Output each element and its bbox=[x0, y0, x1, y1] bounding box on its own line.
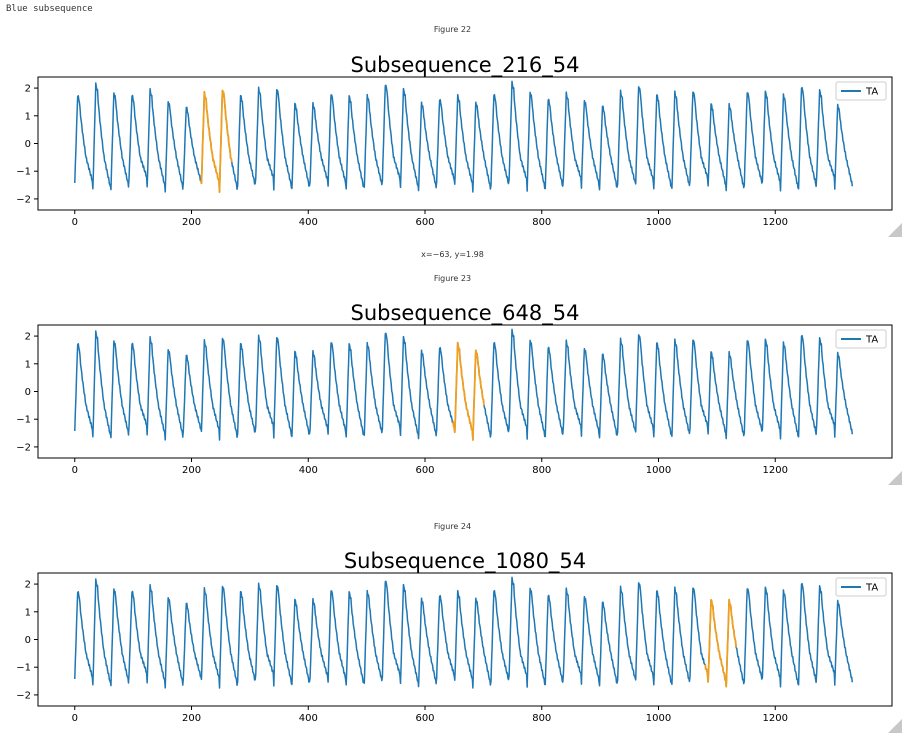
y-tick-label: −1 bbox=[16, 663, 31, 674]
figure-label: Figure 22 bbox=[433, 25, 472, 34]
x-tick-label: 0 bbox=[72, 713, 78, 724]
x-tick-label: 1000 bbox=[646, 465, 671, 476]
output-text: Blue subsequence bbox=[6, 4, 93, 14]
y-tick-label: 2 bbox=[25, 84, 31, 95]
x-tick-label: 200 bbox=[182, 713, 201, 724]
series-line-ta bbox=[74, 80, 854, 193]
y-tick-label: −1 bbox=[16, 167, 31, 178]
x-tick-label: 200 bbox=[182, 217, 201, 228]
x-tick-label: 800 bbox=[532, 713, 551, 724]
legend-label: TA bbox=[865, 583, 878, 594]
x-tick-label: 1000 bbox=[646, 217, 671, 228]
y-tick-label: 1 bbox=[25, 359, 31, 370]
x-tick-label: 200 bbox=[182, 465, 201, 476]
x-tick-label: 800 bbox=[532, 217, 551, 228]
y-tick-label: 0 bbox=[25, 139, 31, 150]
figure-label: Figure 24 bbox=[433, 522, 472, 531]
resize-handle-icon[interactable] bbox=[888, 223, 902, 237]
figure-22[interactable]: Subsequence_216_54 0 200 400 600 800 1000 1200 −… bbox=[0, 45, 905, 237]
y-tick-label: 2 bbox=[25, 580, 31, 591]
y-tick-label: 0 bbox=[25, 387, 31, 398]
legend-label: TA bbox=[865, 335, 878, 346]
coordinate-readout: x=−63, y=1.98 bbox=[421, 250, 484, 259]
y-tick-label: −2 bbox=[16, 442, 31, 453]
y-tick-label: −2 bbox=[16, 690, 31, 701]
x-tick-label: 1200 bbox=[763, 217, 788, 228]
figure-23[interactable]: Subsequence_648_54 0 200 400 600 800 1000 1200 −… bbox=[0, 293, 905, 485]
x-tick-label: 1000 bbox=[646, 713, 671, 724]
resize-handle-icon[interactable] bbox=[888, 719, 902, 733]
highlighted-subsequence bbox=[452, 341, 485, 441]
x-tick-label: 600 bbox=[415, 465, 434, 476]
x-tick-label: 400 bbox=[299, 713, 318, 724]
y-tick-label: −1 bbox=[16, 415, 31, 426]
x-tick-label: 1200 bbox=[763, 713, 788, 724]
y-tick-label: −2 bbox=[16, 194, 31, 205]
y-tick-label: 2 bbox=[25, 332, 31, 343]
x-tick-label: 600 bbox=[415, 713, 434, 724]
chart-title: Subsequence_648_54 bbox=[351, 301, 580, 326]
y-tick-label: 0 bbox=[25, 635, 31, 646]
figure-label: Figure 23 bbox=[433, 274, 472, 283]
resize-handle-icon[interactable] bbox=[888, 471, 902, 485]
chart-title: Subsequence_216_54 bbox=[351, 53, 580, 78]
x-tick-label: 1200 bbox=[763, 465, 788, 476]
x-tick-label: 0 bbox=[72, 465, 78, 476]
x-tick-label: 400 bbox=[299, 217, 318, 228]
y-tick-label: 1 bbox=[25, 607, 31, 618]
x-tick-label: 800 bbox=[532, 465, 551, 476]
highlighted-subsequence bbox=[704, 598, 738, 688]
chart-title: Subsequence_1080_54 bbox=[344, 549, 586, 574]
legend-label: TA bbox=[865, 87, 878, 98]
x-tick-label: 600 bbox=[415, 217, 434, 228]
series-line-ta bbox=[74, 576, 854, 689]
figure-24[interactable]: Subsequence_1080_54 0 200 400 600 800 1000 1200… bbox=[0, 541, 905, 733]
chart-svg[interactable]: Subsequence_648_54 0 200 400 600 800 1000 1200 −… bbox=[0, 293, 905, 488]
x-tick-label: 0 bbox=[72, 217, 78, 228]
highlighted-subsequence bbox=[199, 89, 233, 193]
y-tick-label: 1 bbox=[25, 111, 31, 122]
chart-svg[interactable]: Subsequence_216_54 0 200 400 600 800 1000 1200 −… bbox=[0, 45, 905, 240]
x-tick-label: 400 bbox=[299, 465, 318, 476]
chart-svg[interactable]: Subsequence_1080_54 0 200 400 600 800 1000 1200… bbox=[0, 541, 905, 736]
